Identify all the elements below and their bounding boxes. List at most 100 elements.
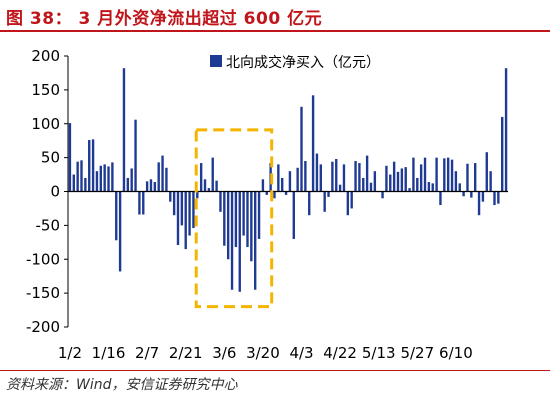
bar bbox=[72, 174, 75, 192]
bar bbox=[466, 163, 469, 192]
bar bbox=[257, 191, 261, 239]
bar bbox=[76, 161, 79, 192]
bar bbox=[331, 161, 334, 192]
bar bbox=[219, 191, 222, 212]
bar bbox=[80, 160, 83, 192]
title-rule bbox=[0, 30, 550, 32]
bar bbox=[103, 164, 106, 192]
y-tick-label: 0 bbox=[50, 183, 60, 201]
bar bbox=[497, 191, 500, 204]
bar bbox=[118, 191, 122, 272]
x-tick-label: 2/21 bbox=[169, 344, 203, 362]
bar bbox=[319, 164, 322, 192]
y-tick-label: -200 bbox=[26, 318, 60, 336]
bar bbox=[315, 153, 319, 192]
bar bbox=[504, 68, 508, 192]
footer-rule bbox=[0, 370, 550, 371]
bar bbox=[138, 191, 141, 215]
bar bbox=[292, 191, 295, 239]
y-tick-label: 50 bbox=[41, 149, 60, 167]
bar bbox=[470, 191, 473, 198]
bar bbox=[254, 191, 257, 290]
bar bbox=[196, 191, 199, 199]
bar-chart: 200 150 100 50 0 -50 -100 -150 -200 1/2 1/16 2/7 2/… bbox=[26, 47, 508, 362]
bar bbox=[354, 161, 357, 192]
bar bbox=[338, 184, 342, 192]
bar bbox=[489, 171, 492, 192]
bar bbox=[215, 180, 218, 192]
x-tick-label: 4/3 bbox=[289, 344, 313, 362]
bar bbox=[373, 171, 377, 192]
bar bbox=[88, 140, 91, 192]
bar bbox=[188, 191, 191, 236]
bar bbox=[288, 171, 292, 192]
bar bbox=[199, 163, 203, 192]
bar bbox=[180, 191, 184, 226]
bar bbox=[273, 191, 276, 199]
bar bbox=[381, 191, 384, 199]
bar bbox=[192, 191, 195, 229]
x-tick-label: 4/22 bbox=[323, 344, 357, 362]
bar bbox=[203, 179, 207, 192]
bar bbox=[84, 177, 87, 192]
bar bbox=[242, 191, 245, 236]
bar bbox=[358, 163, 361, 192]
bar bbox=[99, 165, 102, 192]
bar bbox=[458, 183, 461, 192]
bar bbox=[477, 191, 481, 216]
x-tick-label: 1/16 bbox=[92, 344, 126, 362]
bar bbox=[246, 191, 249, 248]
bar bbox=[404, 167, 407, 192]
bar bbox=[176, 191, 180, 246]
bar bbox=[323, 191, 326, 212]
x-tick-label: 3/6 bbox=[212, 344, 236, 362]
source-note: 资料来源：Wind，安信证券研究中心 bbox=[6, 377, 238, 393]
figure-title: 图 38： 3 月外资净流出超过 600 亿元 bbox=[6, 9, 323, 29]
y-tick-label: -100 bbox=[26, 250, 60, 268]
bar bbox=[485, 152, 488, 192]
bar bbox=[68, 123, 72, 192]
y-tick-label: 150 bbox=[31, 81, 60, 99]
bar bbox=[454, 171, 458, 192]
bar bbox=[396, 171, 400, 192]
y-axis: 200 150 100 50 0 -50 -100 -150 -200 bbox=[26, 47, 69, 336]
bar bbox=[91, 139, 95, 192]
bar bbox=[427, 182, 431, 192]
bar bbox=[450, 159, 454, 192]
legend-swatch bbox=[210, 55, 222, 67]
bar bbox=[412, 157, 415, 192]
legend-label: 北向成交净买入（亿元） bbox=[226, 54, 380, 71]
bar bbox=[311, 95, 315, 192]
bar bbox=[362, 177, 365, 192]
bar bbox=[408, 188, 411, 192]
bar bbox=[234, 191, 238, 248]
x-tick-label: 3/20 bbox=[246, 344, 280, 362]
x-tick-label: 6/10 bbox=[439, 344, 473, 362]
bar bbox=[431, 183, 434, 192]
bar bbox=[169, 191, 172, 202]
bar bbox=[481, 191, 485, 202]
bar bbox=[265, 191, 268, 195]
bar bbox=[392, 161, 396, 192]
bar bbox=[157, 162, 160, 192]
bar bbox=[238, 191, 241, 292]
bar bbox=[226, 191, 230, 260]
bar bbox=[350, 191, 353, 209]
bar bbox=[439, 191, 442, 206]
bar bbox=[423, 157, 427, 192]
x-tick-label: 5/27 bbox=[400, 344, 434, 362]
bar bbox=[211, 157, 214, 192]
bar bbox=[369, 182, 373, 192]
bar bbox=[435, 157, 438, 192]
y-tick-label: 100 bbox=[31, 115, 60, 133]
y-tick-label: -150 bbox=[26, 284, 60, 302]
bar bbox=[501, 116, 504, 192]
bar bbox=[122, 68, 126, 192]
bar bbox=[342, 164, 346, 192]
bar bbox=[165, 167, 168, 192]
bar bbox=[153, 182, 157, 192]
bar bbox=[115, 191, 118, 241]
bar bbox=[95, 171, 99, 192]
bar bbox=[230, 191, 234, 290]
bar bbox=[389, 174, 392, 192]
